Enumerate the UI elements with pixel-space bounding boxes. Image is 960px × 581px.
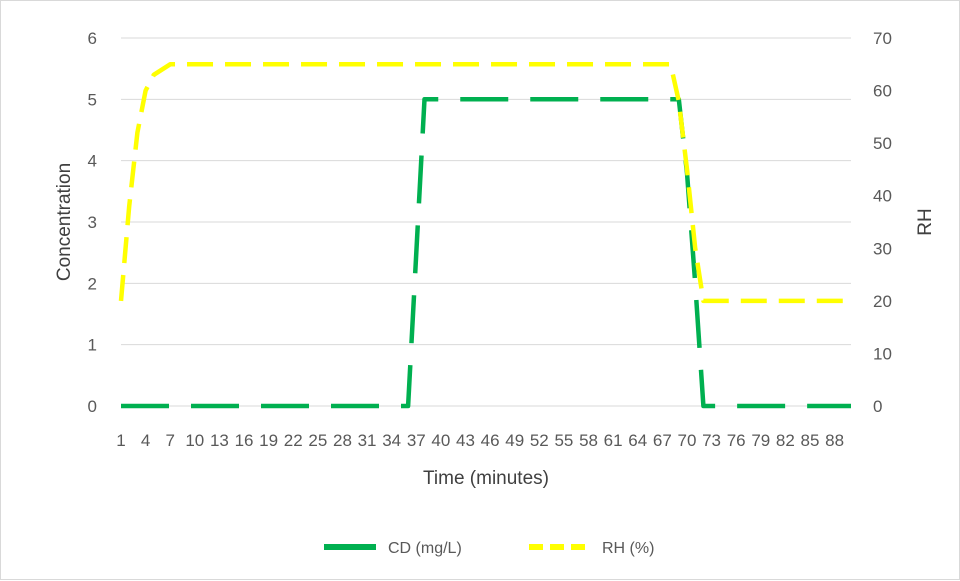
x-tick-label: 37 (407, 431, 426, 450)
y-axis-title: Concentration (54, 163, 75, 281)
x-tick-label: 19 (259, 431, 278, 450)
x-tick-label: 40 (431, 431, 450, 450)
y2-tick-label: 20 (873, 292, 892, 311)
x-tick-label: 25 (308, 431, 327, 450)
legend-label-cd: CD (mg/L) (388, 540, 462, 557)
x-tick-label: 13 (210, 431, 229, 450)
series-line-cd (121, 97, 851, 409)
y2-tick-label: 0 (873, 397, 882, 416)
x-axis-ticks: 1 4 7 10 13 16 19 22 25 28 31 34 37 40 43 46 49 52 55 58 61 6… (116, 431, 844, 450)
x-tick-label: 67 (653, 431, 672, 450)
right-axis-ticks: 0 10 20 30 40 50 60 70 (873, 29, 892, 416)
y-tick-label: 0 (88, 397, 97, 416)
series-lines (118, 62, 851, 409)
y-tick-label: 3 (88, 213, 97, 232)
x-tick-label: 73 (702, 431, 721, 450)
y2-tick-label: 10 (873, 344, 892, 363)
y2-tick-label: 50 (873, 134, 892, 153)
y2-tick-label: 60 (873, 82, 892, 101)
x-tick-label: 34 (382, 431, 401, 450)
y2-tick-label: 40 (873, 187, 892, 206)
x-tick-label: 46 (481, 431, 500, 450)
y-tick-label: 4 (88, 152, 97, 171)
x-tick-label: 7 (165, 431, 174, 450)
x-tick-label: 52 (530, 431, 549, 450)
x-tick-label: 1 (116, 431, 125, 450)
x-tick-label: 88 (825, 431, 844, 450)
x-axis-title: Time (minutes) (423, 468, 549, 489)
x-tick-label: 16 (235, 431, 254, 450)
x-tick-label: 64 (628, 431, 647, 450)
series-line-rh (118, 62, 851, 304)
x-tick-label: 79 (751, 431, 770, 450)
x-tick-label: 31 (358, 431, 377, 450)
x-tick-label: 61 (604, 431, 623, 450)
y-tick-label: 2 (88, 274, 97, 293)
x-tick-label: 76 (727, 431, 746, 450)
y2-tick-label: 30 (873, 239, 892, 258)
y-tick-label: 5 (88, 90, 97, 109)
gridlines (121, 37, 851, 407)
y-tick-label: 1 (88, 336, 97, 355)
y-tick-label: 6 (88, 29, 97, 48)
x-tick-label: 55 (554, 431, 573, 450)
y2-tick-label: 70 (873, 29, 892, 48)
x-tick-label: 22 (284, 431, 303, 450)
x-tick-label: 10 (185, 431, 204, 450)
legend: CD (mg/L) RH (%) (324, 540, 654, 557)
x-tick-label: 58 (579, 431, 598, 450)
x-tick-label: 70 (677, 431, 696, 450)
x-tick-label: 82 (776, 431, 795, 450)
y2-axis-title: RH (915, 208, 936, 235)
x-tick-label: 43 (456, 431, 475, 450)
x-tick-label: 49 (505, 431, 524, 450)
x-tick-label: 4 (141, 431, 150, 450)
x-tick-label: 85 (801, 431, 820, 450)
legend-label-rh: RH (%) (602, 540, 654, 557)
left-axis-ticks: 0 1 2 3 4 5 6 (88, 29, 97, 416)
x-tick-label: 28 (333, 431, 352, 450)
